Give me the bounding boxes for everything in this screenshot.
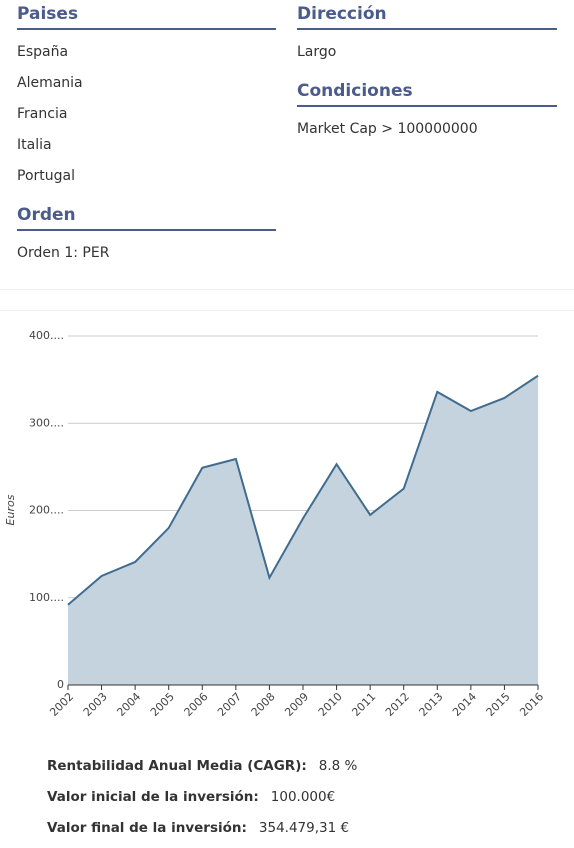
area — [68, 375, 538, 685]
summary-row: Valor inicial de la inversión: 100.000€ — [47, 789, 335, 805]
item: Italia — [17, 137, 52, 153]
item: Market Cap > 100000000 — [297, 121, 478, 137]
item: Orden 1: PER — [17, 245, 110, 261]
summary-row: Rentabilidad Anual Media (CAGR): 8.8 % — [47, 758, 357, 774]
x-tick-label: 2007 — [215, 690, 244, 719]
x-tick-label: 2015 — [484, 690, 513, 719]
summary-label: Valor inicial de la inversión: — [47, 789, 259, 805]
item: Francia — [17, 106, 68, 122]
item: España — [17, 44, 69, 60]
summary-label: Rentabilidad Anual Media (CAGR): — [47, 758, 307, 774]
x-tick-label: 2004 — [114, 690, 143, 719]
y-tick-label: 200.... — [29, 504, 64, 517]
section-title: Paises — [17, 4, 276, 30]
summary-value: 100.000€ — [270, 789, 336, 805]
line — [67, 374, 539, 606]
x-tick-label: 2006 — [182, 690, 211, 719]
x-tick-label: 2005 — [148, 690, 177, 719]
x-tick-label: 2010 — [316, 690, 345, 719]
y-tick-label: 400.... — [29, 329, 64, 342]
x-tick-label: 2014 — [450, 690, 479, 719]
y-tick-label: 100.... — [29, 591, 64, 604]
x-tick-label: 2016 — [517, 690, 546, 719]
summary-value: 8.8 % — [318, 758, 358, 774]
summary-value: 354.479,31 € — [258, 820, 350, 836]
x-tick-label: 2012 — [383, 690, 412, 719]
section-title: Condiciones — [297, 81, 557, 107]
y-tick-label: 300.... — [29, 416, 64, 429]
y-axis-title: Euros — [4, 494, 17, 525]
item: Alemania — [17, 75, 83, 91]
item: Portugal — [17, 168, 75, 184]
divider — [0, 310, 574, 311]
summary-row: Valor final de la inversión: 354.479,31 € — [47, 820, 349, 836]
x-tick-label: 2008 — [249, 690, 278, 719]
section-title: Orden — [17, 205, 276, 231]
section-title: Dirección — [297, 4, 557, 30]
x-tick-label: 2009 — [282, 690, 311, 719]
item: Largo — [297, 44, 337, 60]
x-tick-label: 2002 — [47, 690, 76, 719]
divider — [0, 289, 574, 290]
y-tick-label: 0 — [57, 678, 64, 691]
x-tick-label: 2003 — [81, 690, 110, 719]
summary-label: Valor final de la inversión: — [47, 820, 247, 836]
x-tick-label: 2011 — [349, 690, 378, 719]
x-tick-label: 2013 — [417, 690, 446, 719]
